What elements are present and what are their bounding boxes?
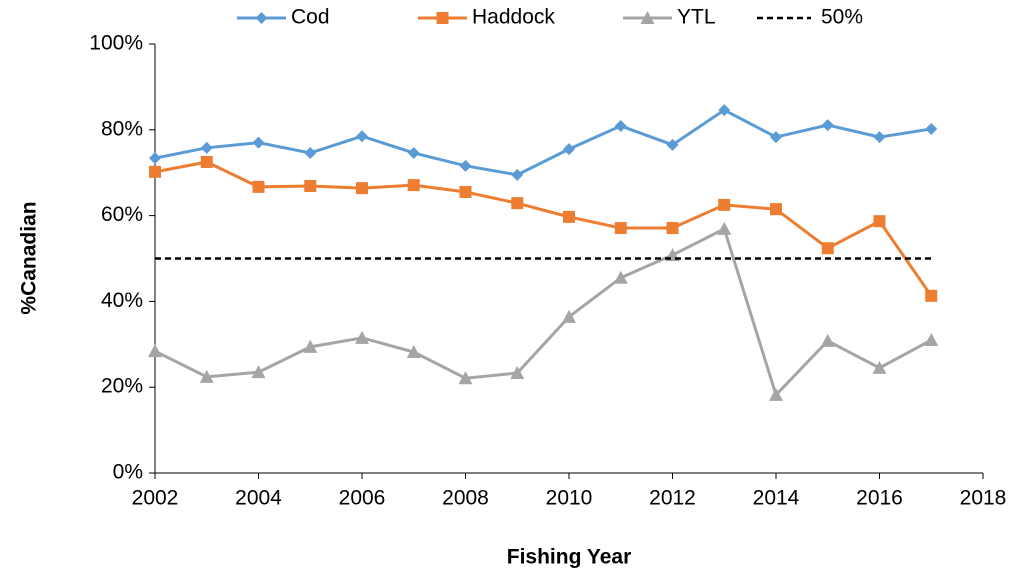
series-line (154, 226, 932, 398)
data-point (407, 146, 420, 159)
x-tick-label: 2014 (753, 487, 800, 510)
data-point (821, 119, 834, 132)
y-tick-label: 20% (101, 375, 143, 398)
data-point (252, 180, 265, 193)
x-tick-label: 2006 (339, 487, 386, 510)
series-line (154, 108, 932, 177)
data-point (200, 141, 213, 154)
data-point (304, 146, 317, 159)
y-tick-label: 60% (101, 203, 143, 226)
data-point (149, 152, 161, 165)
x-tick-label: 2016 (856, 487, 903, 510)
x-tick-label: 2018 (960, 487, 1007, 510)
data-point (149, 165, 161, 178)
x-tick-label: 2008 (442, 487, 489, 510)
legend-label: Cod (291, 6, 330, 29)
y-tick-label: 100% (89, 32, 143, 55)
data-point (407, 179, 420, 192)
data-point (925, 122, 938, 135)
data-point (356, 130, 368, 143)
data-point (458, 371, 473, 385)
series-line (154, 160, 933, 297)
data-point (562, 309, 576, 323)
data-point (873, 131, 886, 144)
data-point (199, 369, 214, 383)
y-tick-label: 0% (113, 461, 143, 484)
legend-marker (255, 12, 268, 24)
data-point (251, 365, 266, 379)
data-point (614, 119, 627, 132)
data-point (303, 339, 318, 353)
legend-label: 50% (821, 6, 863, 29)
data-point (820, 333, 835, 347)
data-point (770, 131, 782, 144)
data-point (924, 333, 939, 347)
data-point (356, 182, 368, 195)
data-point (510, 366, 525, 380)
x-tick-label: 2012 (649, 487, 696, 510)
data-point (511, 197, 524, 210)
data-point (406, 345, 421, 359)
data-point (717, 221, 732, 235)
data-point (770, 203, 782, 216)
data-point (511, 168, 524, 181)
data-point (148, 344, 162, 358)
legend-label: YTL (677, 6, 716, 29)
y-tick-label: 80% (101, 117, 143, 140)
legend-marker (640, 11, 655, 24)
data-point (355, 330, 369, 344)
data-point (718, 104, 731, 117)
data-point (304, 179, 317, 192)
y-tick-label: 40% (101, 289, 143, 312)
data-point (200, 155, 213, 168)
data-point (459, 186, 472, 199)
data-point (563, 210, 575, 223)
data-point (252, 136, 265, 149)
x-tick-label: 2010 (546, 487, 593, 510)
data-point (613, 270, 628, 284)
x-tick-label: 2002 (132, 487, 179, 510)
data-point (666, 138, 679, 151)
data-point (563, 143, 575, 156)
data-point (925, 289, 938, 302)
data-point (718, 198, 731, 211)
data-point (821, 242, 834, 255)
x-axis-title: Fishing Year (507, 546, 632, 569)
data-point (873, 215, 886, 228)
x-tick-label: 2004 (235, 487, 282, 510)
data-point (769, 387, 783, 401)
y-axis-title: %Canadian (18, 201, 41, 314)
data-point (666, 222, 679, 235)
legend-label: Haddock (472, 6, 555, 29)
data-point (459, 159, 472, 172)
data-point (614, 222, 627, 235)
legend-marker (436, 12, 449, 24)
data-point (872, 360, 887, 374)
